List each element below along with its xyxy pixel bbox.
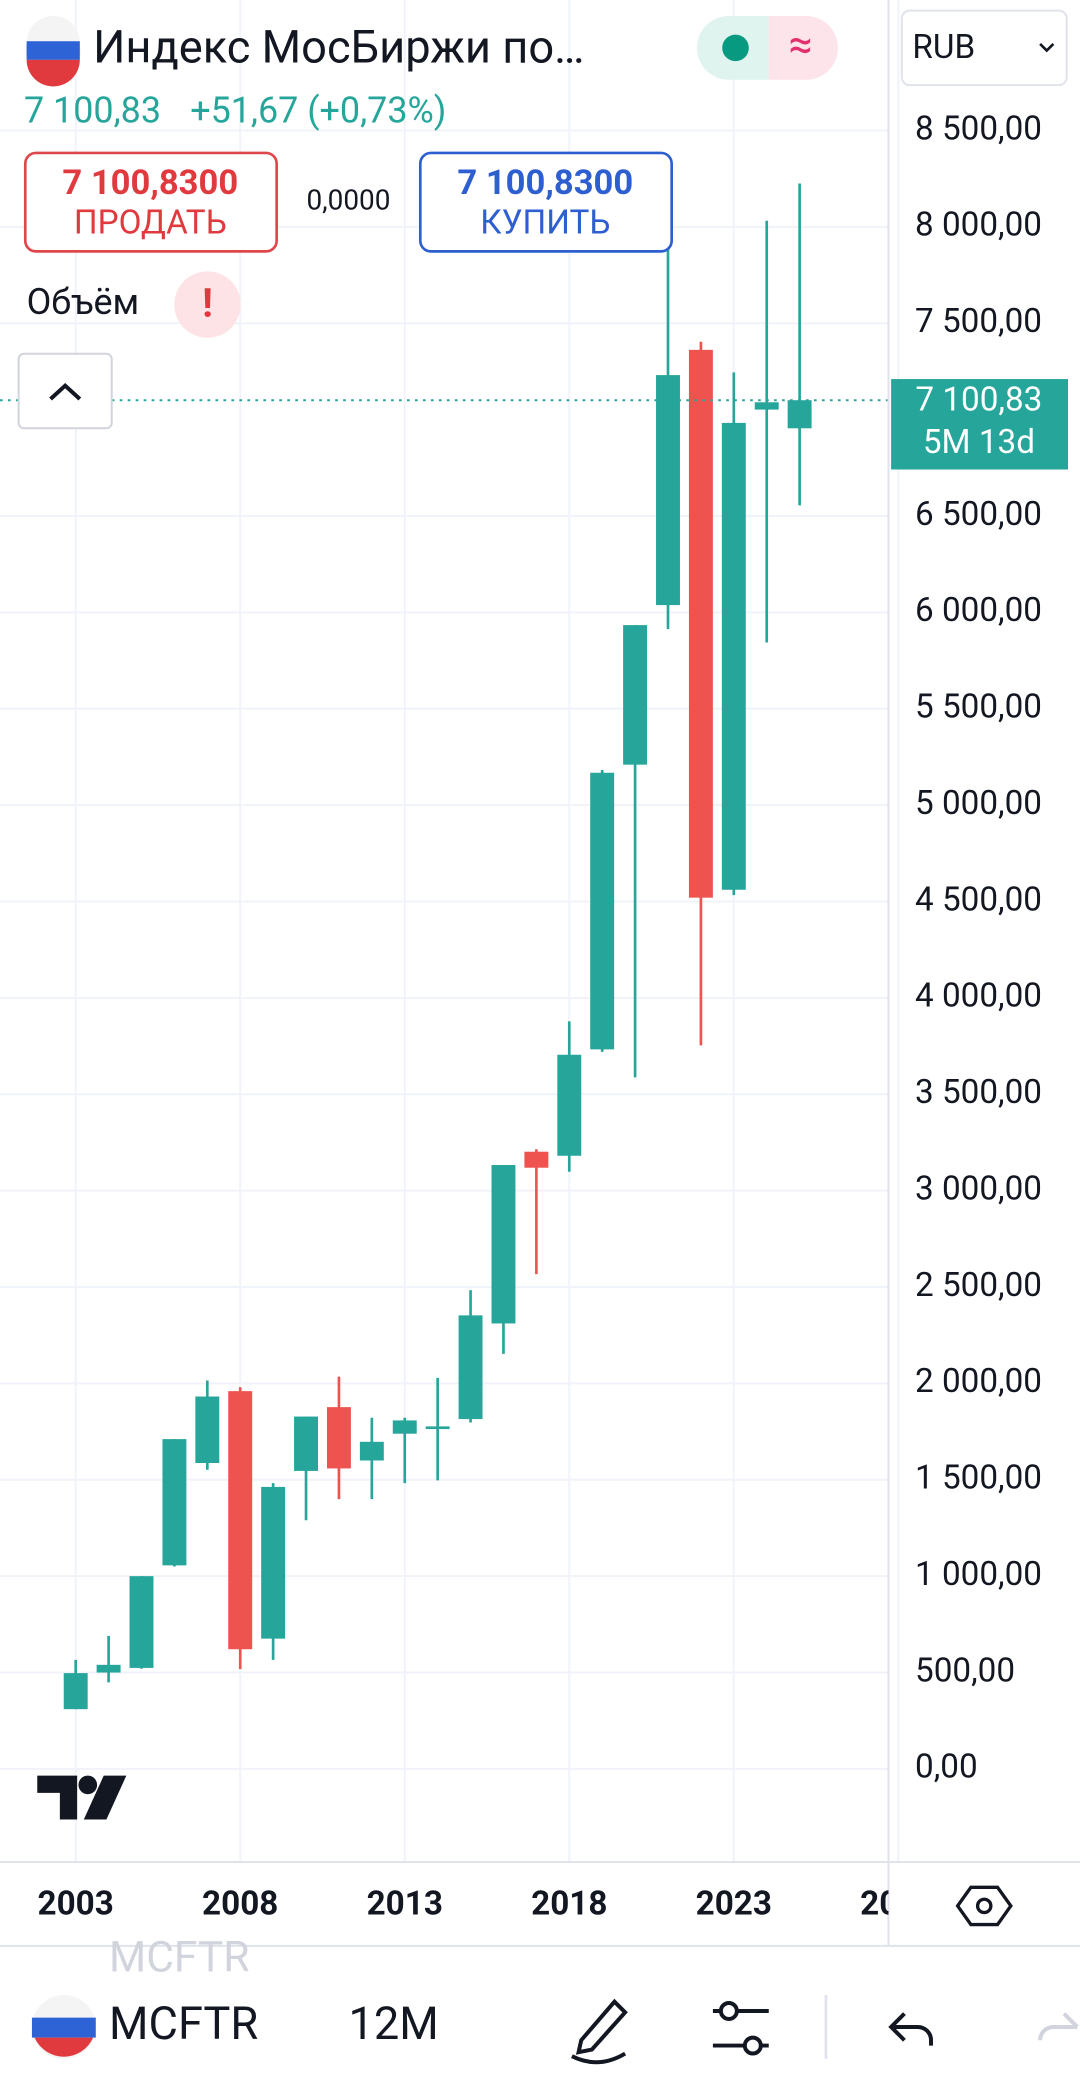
price-tag-value: 7 100,83 bbox=[915, 380, 1042, 419]
candle-body bbox=[96, 1664, 121, 1673]
candle-body bbox=[162, 1439, 187, 1566]
y-tick-label: 6 000,00 bbox=[915, 591, 1042, 630]
candle-body bbox=[261, 1486, 286, 1639]
currency: RUB bbox=[912, 28, 975, 67]
y-tick-label: 1 000,00 bbox=[915, 1555, 1042, 1594]
buy-price: 7 100,8300 bbox=[457, 163, 633, 203]
redo-icon[interactable] bbox=[1038, 2012, 1079, 2041]
last-price: 7 100,83 bbox=[24, 90, 161, 132]
candle-body bbox=[392, 1420, 417, 1434]
countdown: 5M 13d bbox=[923, 423, 1035, 462]
candle-body bbox=[359, 1441, 384, 1461]
candle-body bbox=[458, 1315, 483, 1420]
y-tick-label: 6 500,00 bbox=[915, 495, 1042, 534]
undo-icon[interactable] bbox=[888, 2012, 934, 2046]
candle-body bbox=[524, 1151, 549, 1168]
y-tick-label: 3 500,00 bbox=[915, 1073, 1042, 1112]
x-tick-label: 2023 bbox=[696, 1885, 772, 1924]
candle-body bbox=[129, 1576, 154, 1668]
status-pill[interactable]: ≈ bbox=[696, 15, 838, 80]
y-tick-label: 5 000,00 bbox=[915, 784, 1042, 823]
price-change: +51,67 (+0,73%) bbox=[190, 90, 446, 132]
candle-body bbox=[557, 1054, 582, 1156]
ghost-symbol: MCFTR bbox=[109, 1934, 249, 1983]
bottom-flag bbox=[31, 1995, 96, 2059]
x-axis: 2003 2008 2013 2018 2023 2028 bbox=[38, 1885, 936, 1924]
settings-icon[interactable] bbox=[955, 1885, 1013, 1927]
warning-icon[interactable] bbox=[174, 271, 241, 338]
sell-label: ПРОДАТЬ bbox=[74, 204, 227, 243]
y-tick-label: 500,00 bbox=[915, 1651, 1015, 1690]
y-tick-label: 5 500,00 bbox=[915, 688, 1042, 727]
y-tick-label: 4 500,00 bbox=[915, 880, 1042, 919]
x-tick-label: 2013 bbox=[367, 1885, 443, 1924]
tradingview-logo bbox=[37, 1775, 127, 1820]
flag bbox=[25, 15, 81, 87]
spread: 0,0000 bbox=[306, 184, 390, 217]
y-tick-label: 7 500,00 bbox=[915, 302, 1042, 341]
x-tick-label: 2028 bbox=[860, 1885, 936, 1924]
y-tick-label: 1 500,00 bbox=[915, 1459, 1042, 1498]
candle-body bbox=[590, 772, 615, 1050]
price-tag: 7 100,83 5M 13d bbox=[891, 379, 1069, 470]
indicator-name[interactable]: Объём bbox=[27, 281, 140, 323]
candle-body bbox=[228, 1391, 253, 1650]
y-tick-label: 8 500,00 bbox=[915, 109, 1042, 148]
y-tick-label: 4 000,00 bbox=[915, 977, 1042, 1016]
y-tick-label: 3 000,00 bbox=[915, 1169, 1042, 1208]
x-tick-label: 2018 bbox=[531, 1885, 607, 1924]
candle-body bbox=[656, 375, 680, 606]
sell-price: 7 100,8300 bbox=[62, 163, 238, 203]
warning-mark: ! bbox=[202, 279, 213, 326]
y-tick-label: 0,00 bbox=[915, 1748, 978, 1787]
svg-text:≈: ≈ bbox=[789, 21, 813, 70]
collapse-button[interactable] bbox=[17, 352, 113, 430]
draw-icon[interactable] bbox=[571, 1998, 628, 2065]
x-tick-label: 2003 bbox=[38, 1885, 114, 1924]
y-tick-label: 2 500,00 bbox=[915, 1266, 1042, 1305]
candle-body bbox=[721, 422, 746, 890]
y-tick-label: 8 000,00 bbox=[915, 206, 1042, 245]
x-tick-label: 2008 bbox=[202, 1885, 278, 1924]
candle-body bbox=[688, 349, 713, 898]
currency-select[interactable]: RUB bbox=[900, 9, 1068, 87]
buy-label: КУПИТЬ bbox=[480, 204, 610, 243]
axis: 0,00 500,00 1 000,00 1 500,00 2 000,00 2 500,… bbox=[915, 109, 1042, 1786]
y-tick-label: 2 000,00 bbox=[915, 1362, 1042, 1401]
candle-body bbox=[787, 400, 812, 429]
candle-body bbox=[623, 625, 648, 765]
candle-body bbox=[754, 402, 779, 410]
plot bbox=[0, 183, 889, 1710]
interval[interactable]: 12M bbox=[348, 1998, 438, 2051]
sell-button[interactable]: 7 100,8300 ПРОДАТЬ bbox=[23, 151, 278, 253]
buy-button[interactable]: 7 100,8300 КУПИТЬ bbox=[418, 151, 674, 253]
bottom-symbol[interactable]: MCFTR bbox=[109, 1998, 258, 2051]
candle-body bbox=[326, 1407, 351, 1469]
candle-body bbox=[491, 1165, 516, 1324]
symbol-title[interactable]: Индекс МосБиржи по… bbox=[93, 21, 584, 74]
candle-body bbox=[425, 1426, 450, 1430]
candle-body bbox=[63, 1673, 88, 1710]
candle-body bbox=[294, 1416, 319, 1471]
candle-body bbox=[195, 1396, 220, 1464]
indicators-icon[interactable] bbox=[712, 2001, 769, 2056]
